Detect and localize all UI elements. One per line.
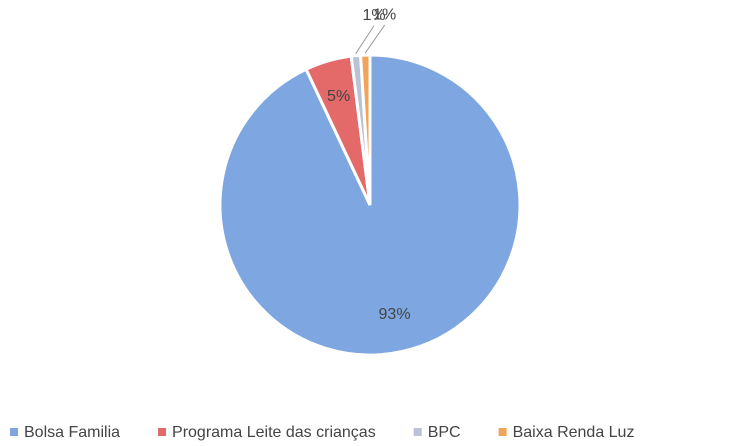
legend-swatch [10,428,18,436]
legend-swatch [413,428,422,436]
leader-line [355,25,375,54]
pie-slice [358,53,372,206]
legend-swatch [158,428,167,436]
legend-label: Bolsa Familia [24,424,120,441]
legend-label: BPC [428,424,461,441]
data-label: 5% [327,88,350,105]
data-label: 93% [379,306,411,323]
legend-label: Programa Leite das crianças [172,424,376,441]
legend-label: Baixa Renda Luz [513,424,635,441]
leader-line [364,24,386,54]
legend-swatch [498,428,507,436]
data-label: 1% [373,6,396,23]
data-label: 1% [362,7,385,24]
